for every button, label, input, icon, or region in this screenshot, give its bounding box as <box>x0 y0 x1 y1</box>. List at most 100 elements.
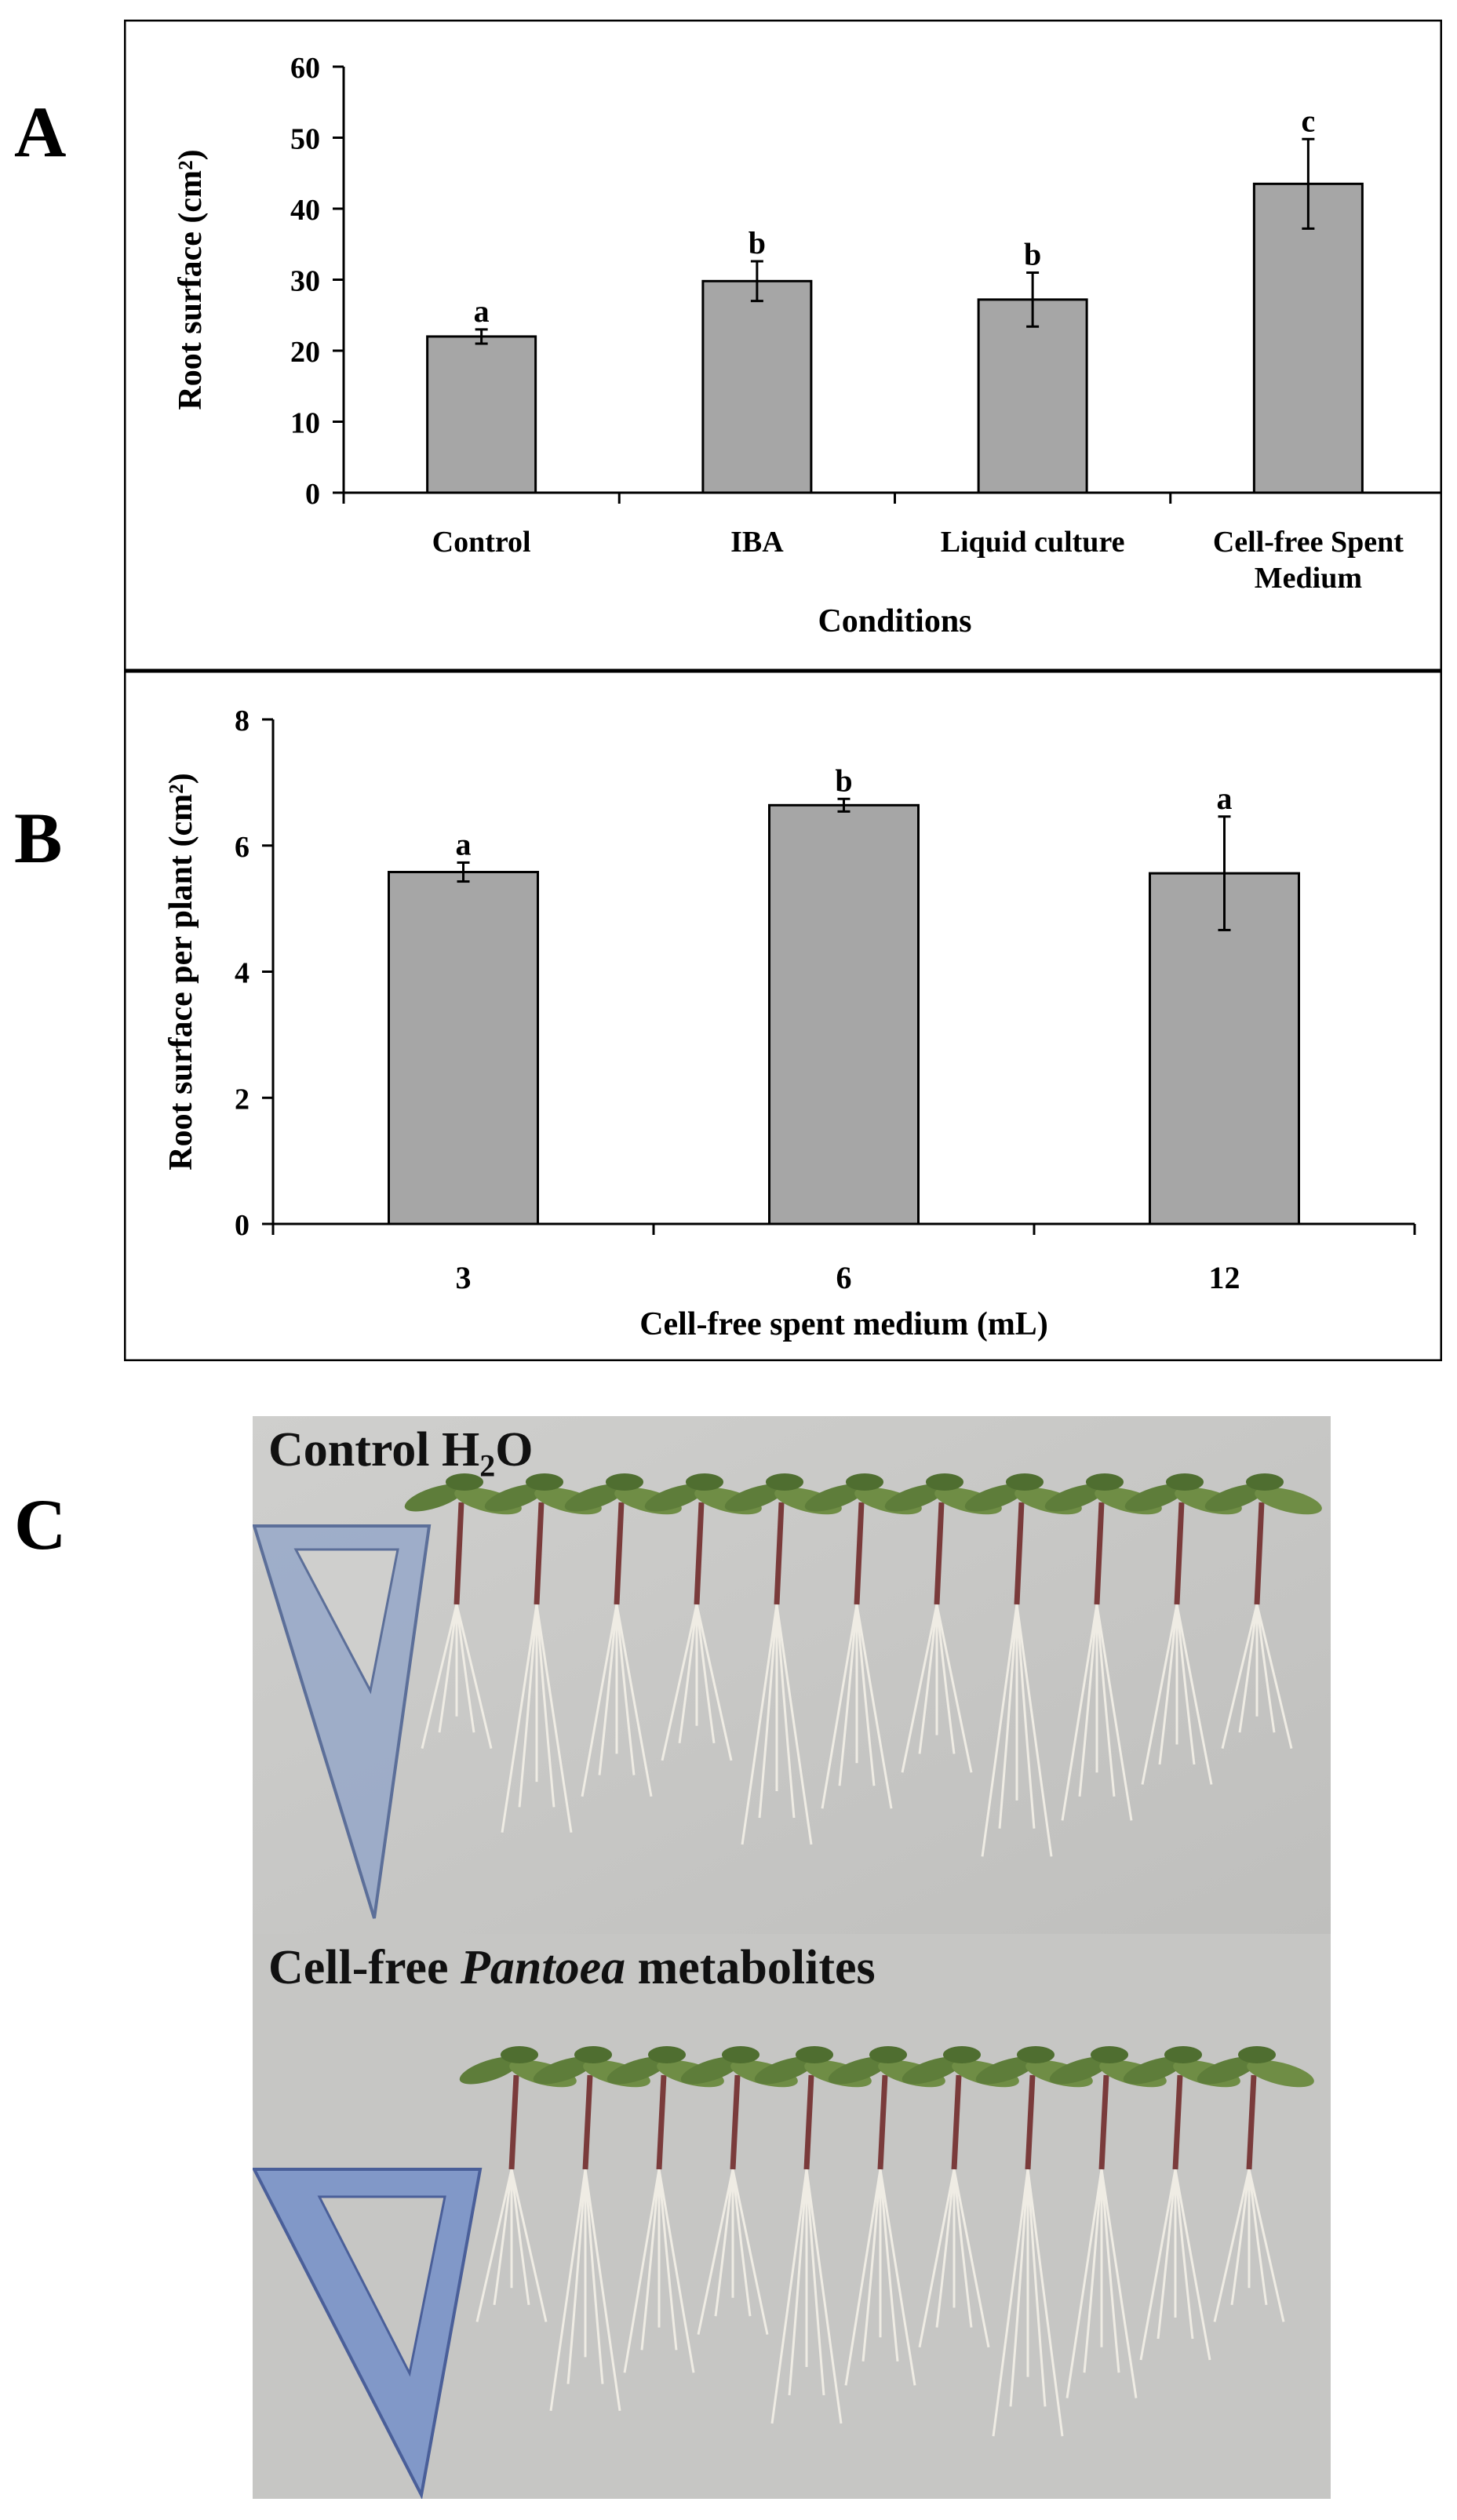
root-illustration <box>1248 2169 1285 2322</box>
root-illustration <box>1095 1604 1116 1797</box>
leaf-illustration <box>884 1484 945 1512</box>
chartA-y-tick-label: 60 <box>290 52 320 85</box>
leaf-illustration <box>1017 2046 1055 2063</box>
photo-control: Control H2O <box>253 1416 1331 1934</box>
leaf-illustration <box>766 1473 803 1491</box>
root-illustration <box>1083 2169 1103 2373</box>
stem-illustration <box>534 1502 545 1605</box>
root-illustration <box>992 2169 1029 2437</box>
leaf-illustration <box>1124 1484 1186 1512</box>
leaf-illustration <box>902 2056 963 2085</box>
chartA-bar <box>701 279 813 494</box>
root-illustration <box>731 2169 769 2335</box>
chartA-significance-label: c <box>1301 103 1315 138</box>
stem-illustration <box>614 1502 625 1605</box>
chartB-y-tick-label: 6 <box>235 831 250 864</box>
stem-illustration <box>1172 2074 1183 2170</box>
root-illustration <box>678 1604 698 1744</box>
chartB-category-label: 3 <box>456 1260 472 1295</box>
root-illustration <box>1015 1604 1036 1829</box>
root-illustration <box>1174 2169 1194 2340</box>
root-illustration <box>953 2169 973 2328</box>
leaf-illustration <box>606 2056 668 2085</box>
stem-illustration <box>1014 1502 1025 1605</box>
root-illustration <box>935 2169 956 2328</box>
root-illustration <box>695 1604 733 1761</box>
root-illustration <box>598 1604 618 1775</box>
root-illustration <box>1009 2169 1029 2407</box>
root-illustration <box>566 2169 587 2384</box>
root-illustration <box>535 1604 573 1833</box>
leaf-illustration <box>1086 1473 1124 1491</box>
chartA-bar <box>977 298 1088 494</box>
root-illustration <box>661 1604 698 1761</box>
leaf-illustration <box>722 2046 759 2063</box>
ruler-triangle-icon <box>253 1524 432 1919</box>
chartA-category-label: IBA <box>730 526 784 559</box>
root-illustration <box>821 1604 858 1809</box>
root-illustration <box>584 2169 621 2412</box>
root-illustration <box>510 2169 548 2322</box>
leaf-illustration <box>446 1473 483 1491</box>
root-illustration <box>1141 1604 1178 1785</box>
leaf-illustration <box>1049 2056 1110 2085</box>
chartB-y-tick-label: 4 <box>235 957 250 990</box>
root-illustration <box>1248 2169 1268 2306</box>
root-illustration <box>695 1604 716 1744</box>
root-illustration <box>697 2169 734 2335</box>
leaf-illustration <box>459 2056 520 2085</box>
chartA-significance-label: b <box>1024 236 1041 271</box>
chartB-y-tick-label: 0 <box>235 1209 250 1242</box>
root-illustration <box>615 1604 636 1775</box>
leaf-illustration <box>1247 2059 1314 2088</box>
stem-illustration <box>730 2074 741 2170</box>
leaf-illustration <box>1123 2056 1184 2085</box>
root-illustration <box>1255 1604 1276 1733</box>
leaf-illustration <box>796 2046 833 2063</box>
leaf-illustration <box>846 1473 883 1491</box>
leaf-illustration <box>1255 1487 1322 1515</box>
stem-illustration <box>854 1502 865 1605</box>
leaf-illustration <box>1166 1473 1204 1491</box>
leaf-illustration <box>975 2056 1036 2085</box>
root-illustration <box>775 1604 796 1819</box>
photo-control-caption: Control H2O <box>268 1423 534 1484</box>
root-illustration <box>640 2169 661 2351</box>
root-illustration <box>855 1604 893 1809</box>
chartB-significance-label: a <box>456 826 472 861</box>
root-illustration <box>1213 2169 1251 2322</box>
chartB-significance-label: b <box>835 763 852 798</box>
leaf-illustration <box>574 2046 612 2063</box>
root-illustration <box>1156 2169 1177 2340</box>
leaf-illustration <box>1197 2056 1258 2085</box>
leaf-illustration <box>1164 2046 1202 2063</box>
root-illustration <box>1238 1604 1258 1733</box>
panel-letter-c: C <box>14 1484 67 1564</box>
stem-illustration <box>1025 2074 1036 2170</box>
chartA-significance-label: a <box>474 293 490 329</box>
panel-letter-b: B <box>14 798 63 878</box>
root-illustration <box>510 2169 530 2306</box>
root-illustration <box>805 2169 825 2396</box>
chartA-y-tick-label: 50 <box>290 123 320 156</box>
stem-illustration <box>803 2074 814 2170</box>
leaf-illustration <box>404 1484 465 1512</box>
root-illustration <box>844 2169 882 2386</box>
leaf-illustration <box>526 1473 563 1491</box>
stem-illustration <box>1246 2074 1257 2170</box>
chartA-x-axis-label: Conditions <box>818 603 971 639</box>
root-illustration <box>953 2169 990 2348</box>
root-illustration <box>741 1604 778 1845</box>
stem-illustration <box>1094 1502 1105 1605</box>
leaf-illustration <box>724 1484 785 1512</box>
leaf-illustration <box>1091 2046 1128 2063</box>
stem-illustration <box>934 1502 945 1605</box>
chartA-category-label: Control <box>432 526 531 559</box>
leaf-illustration <box>686 1473 723 1491</box>
chartA-category-label: Cell-free Spent <box>1213 526 1404 559</box>
leaf-illustration <box>869 2046 907 2063</box>
stem-illustration <box>774 1502 785 1605</box>
stem-illustration <box>1174 1502 1185 1605</box>
chartA-category-label: Medium <box>1255 562 1362 595</box>
root-illustration <box>1175 1604 1213 1785</box>
